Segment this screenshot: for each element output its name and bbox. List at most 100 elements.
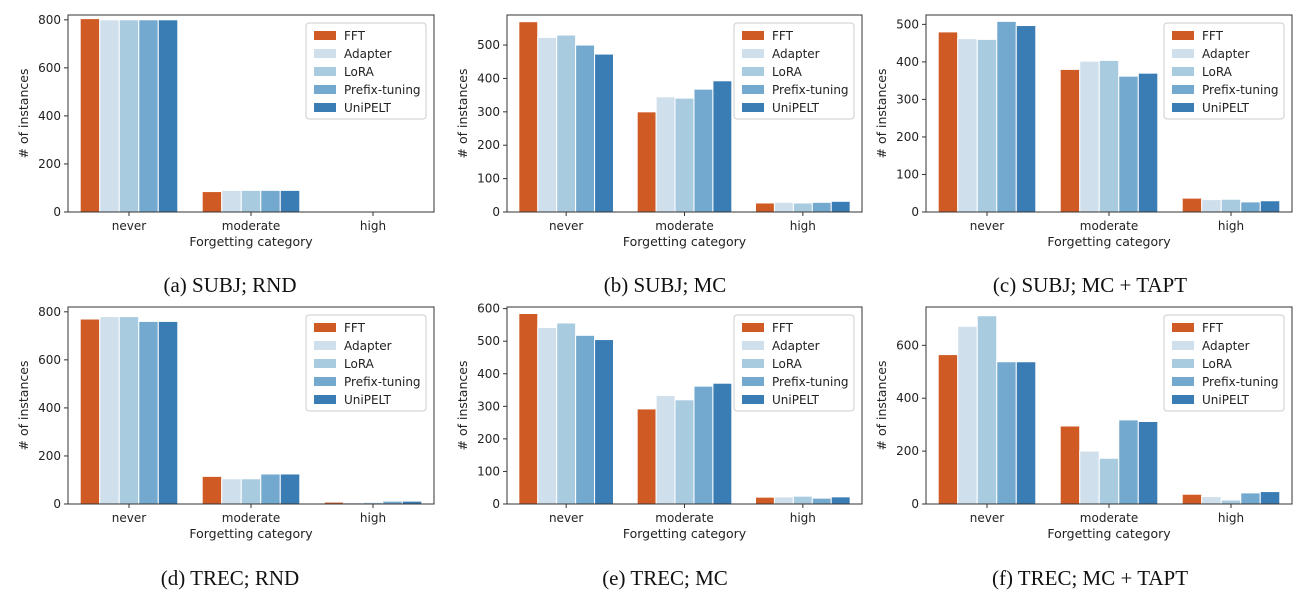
bar-fft-never [937, 354, 959, 505]
bar-unipelt-moderate [279, 189, 301, 213]
bar-adapter-never [537, 327, 558, 505]
bar-unipelt-high [830, 496, 851, 505]
chart-panel-b: 0 100 200 300 400 500 never moderate high Forgett… [455, 14, 863, 297]
legend-entry-fft: FFT [1202, 29, 1224, 43]
legend-entry-adapter: Adapter [344, 47, 392, 61]
legend-swatch-unipelt [314, 103, 336, 112]
legend-swatch-prefix-tuning [742, 377, 764, 386]
legend-swatch-adapter [1172, 49, 1194, 58]
legend-swatch-prefix-tuning [742, 85, 764, 94]
bar-unipelt-never [594, 53, 615, 213]
legend-entry-prefix-tuning: Prefix-tuning [772, 83, 849, 97]
legend-swatch-fft [1172, 31, 1194, 40]
bar-prefix-tuning-high [1240, 492, 1261, 505]
bar-lora-moderate [240, 189, 262, 213]
legend: FFT Adapter LoRA Prefix-tuning UniPELT [1163, 314, 1285, 412]
y-tick-label: 600 [896, 338, 919, 352]
bar-lora-moderate [674, 399, 695, 505]
legend-entry-fft: FFT [772, 29, 794, 43]
legend-swatch-fft [314, 31, 336, 40]
bar-adapter-moderate [221, 478, 242, 505]
legend-entry-unipelt: UniPELT [344, 101, 392, 115]
bar-lora-high [1220, 499, 1242, 505]
legend-swatch-unipelt [314, 395, 336, 404]
legend-entry-adapter: Adapter [344, 339, 392, 353]
x-tick-label: high [360, 511, 386, 525]
bar-unipelt-high [1259, 200, 1281, 213]
legend-swatch-unipelt [742, 103, 764, 112]
legend-swatch-adapter [742, 341, 764, 350]
legend: FFT Adapter LoRA Prefix-tuning UniPELT [1163, 22, 1285, 120]
x-axis-label: Forgetting category [623, 234, 747, 249]
legend-swatch-prefix-tuning [314, 377, 336, 386]
bar-fft-never [937, 31, 959, 213]
x-tick-label: never [970, 511, 1004, 525]
bar-adapter-never [99, 19, 120, 213]
bar-lora-high [792, 495, 813, 505]
y-axis-label: # of instances [874, 361, 889, 451]
legend-entry-lora: LoRA [1202, 65, 1233, 79]
x-axis-label: Forgetting category [623, 526, 747, 541]
bar-adapter-high [1201, 199, 1222, 213]
x-tick-label: moderate [222, 219, 280, 233]
y-tick-label: 400 [896, 55, 919, 69]
bar-adapter-high [773, 201, 794, 213]
panel-caption: (d) TREC; RND [161, 566, 299, 590]
bar-lora-never [556, 322, 577, 505]
bar-prefix-tuning-never [996, 20, 1017, 213]
bar-fft-never [79, 318, 101, 505]
legend-entry-unipelt: UniPELT [772, 101, 820, 115]
panel-caption: (e) TREC; MC [602, 566, 728, 590]
y-tick-label: 500 [477, 38, 500, 52]
bar-fft-moderate [1059, 425, 1081, 505]
x-tick-label: moderate [1080, 219, 1138, 233]
bar-lora-moderate [1098, 59, 1120, 213]
legend-entry-adapter: Adapter [772, 47, 820, 61]
y-tick-label: 200 [38, 157, 61, 171]
bar-adapter-moderate [1079, 450, 1100, 505]
legend-swatch-prefix-tuning [314, 85, 336, 94]
bar-prefix-tuning-never [575, 44, 596, 213]
legend-entry-lora: LoRA [772, 357, 803, 371]
y-tick-label: 0 [911, 205, 919, 219]
bar-fft-high [1181, 493, 1203, 505]
legend-swatch-unipelt [1172, 103, 1194, 112]
chart-panel-c: 0 100 200 300 400 500 never moderate high Forgett… [874, 14, 1293, 297]
bar-prefix-tuning-high [811, 201, 832, 213]
legend-entry-lora: LoRA [344, 65, 375, 79]
y-tick-label: 300 [477, 399, 500, 413]
legend-entry-adapter: Adapter [1202, 339, 1250, 353]
x-tick-label: never [549, 219, 583, 233]
bar-prefix-tuning-moderate [260, 189, 281, 213]
x-tick-label: moderate [655, 219, 713, 233]
legend-entry-unipelt: UniPELT [344, 393, 392, 407]
bar-fft-never [79, 18, 101, 213]
bar-prefix-tuning-never [138, 19, 159, 213]
legend-swatch-fft [742, 323, 764, 332]
legend-box [1163, 314, 1285, 412]
bar-unipelt-never [1015, 361, 1037, 505]
bar-unipelt-never [157, 19, 179, 213]
bar-unipelt-moderate [1137, 72, 1159, 213]
y-tick-label: 200 [477, 432, 500, 446]
chart-panel-a: 0 200 400 600 800 never moderate high Forgetting… [16, 13, 435, 297]
bar-prefix-tuning-never [996, 361, 1017, 505]
bar-fft-moderate [201, 475, 223, 505]
x-tick-label: never [112, 219, 146, 233]
bar-prefix-tuning-moderate [260, 473, 281, 505]
bar-adapter-high [1201, 496, 1222, 505]
bar-fft-high [1181, 197, 1203, 213]
bar-adapter-never [957, 325, 978, 505]
bar-fft-moderate [1059, 68, 1081, 213]
panel-caption: (b) SUBJ; MC [604, 273, 727, 297]
legend: FFT Adapter LoRA Prefix-tuning UniPELT [733, 22, 855, 120]
legend-entry-prefix-tuning: Prefix-tuning [344, 83, 421, 97]
bar-fft-moderate [636, 408, 657, 505]
bar-prefix-tuning-moderate [693, 385, 714, 505]
bar-prefix-tuning-high [811, 497, 832, 505]
legend-entry-unipelt: UniPELT [1202, 101, 1250, 115]
y-tick-label: 600 [38, 353, 61, 367]
bar-adapter-never [99, 316, 120, 505]
panel-caption: (c) SUBJ; MC + TAPT [993, 273, 1187, 297]
